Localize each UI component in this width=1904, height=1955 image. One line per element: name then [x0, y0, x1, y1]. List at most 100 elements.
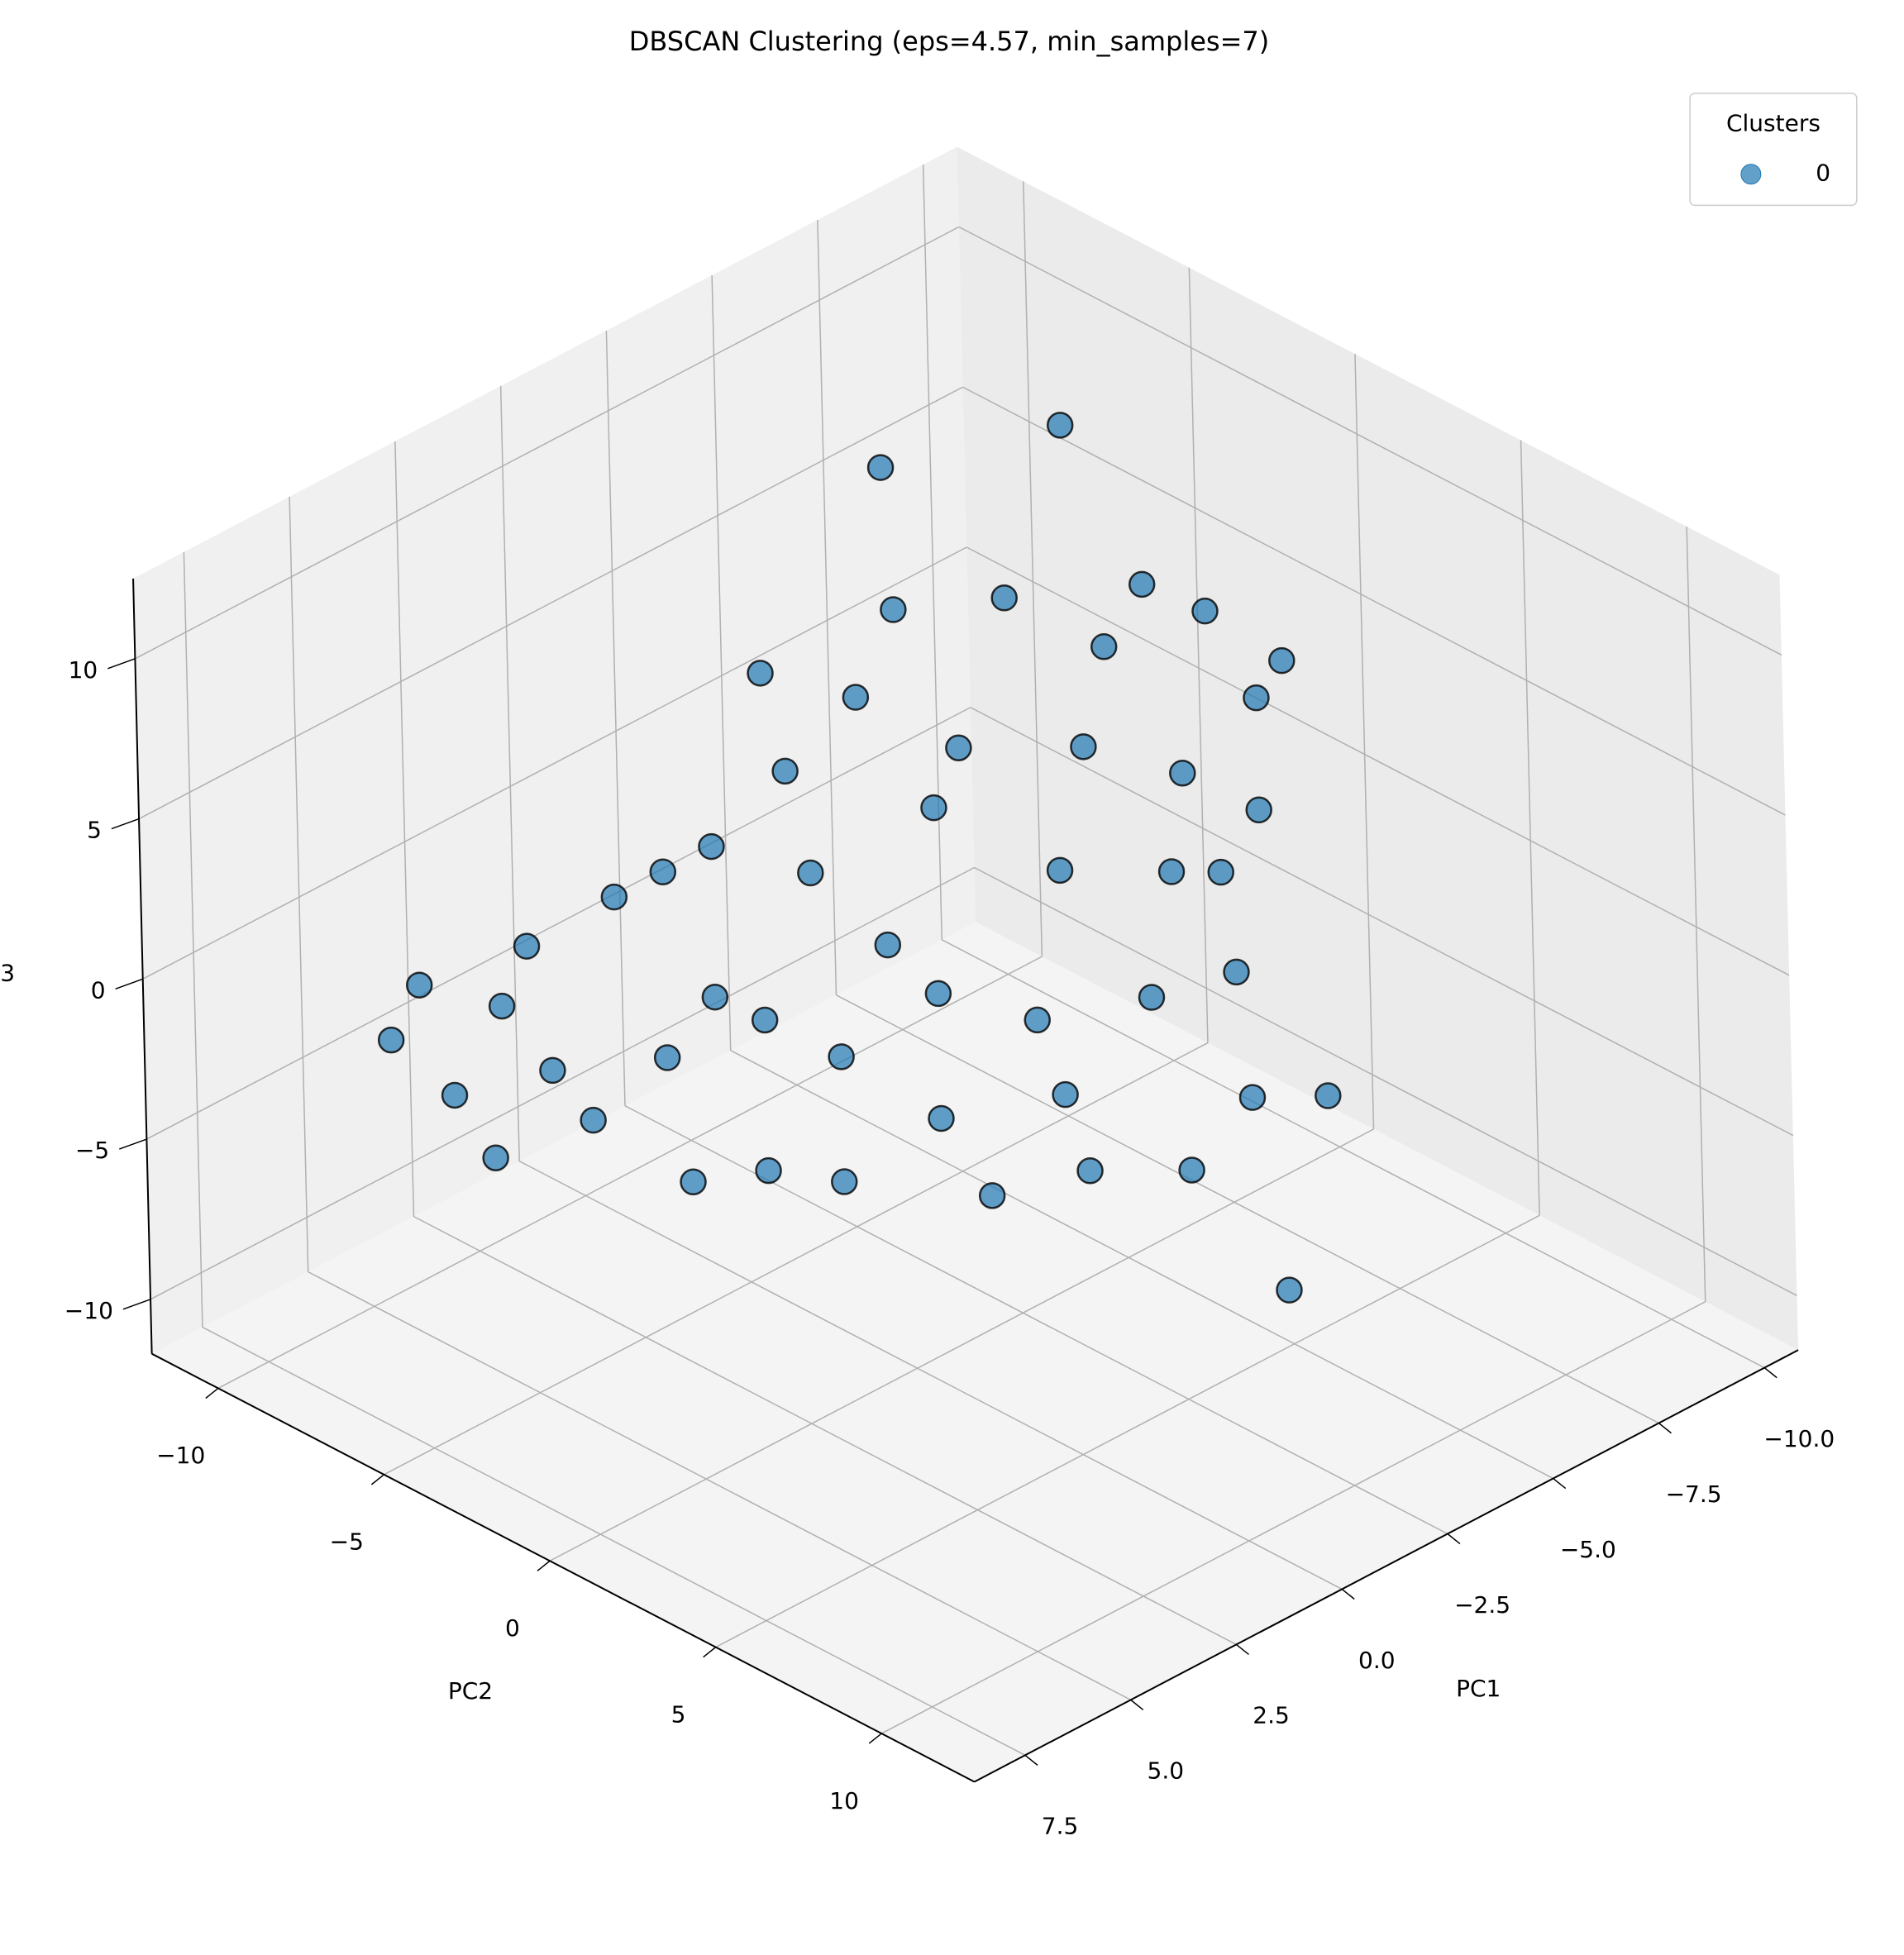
- point: [771, 757, 799, 785]
- tick-mark: [1024, 1754, 1038, 1766]
- point: [1207, 858, 1234, 886]
- z-tick-label: −5: [75, 1137, 109, 1164]
- point: [978, 1182, 1006, 1209]
- point: [1090, 633, 1118, 660]
- grid-line: [150, 866, 975, 1300]
- point: [653, 1044, 681, 1071]
- grid-line: [146, 707, 971, 1140]
- point: [1245, 796, 1272, 823]
- grid-line: [289, 496, 309, 1272]
- y-tick-label: 10: [829, 1787, 859, 1814]
- point: [866, 454, 895, 481]
- grid-line: [958, 226, 1782, 656]
- z-tick-label: 10: [69, 656, 98, 684]
- tick-mark: [115, 978, 143, 990]
- tick-mark: [1235, 1643, 1249, 1656]
- right-pane: [957, 146, 1799, 1351]
- y-tick-label: 0: [505, 1614, 520, 1642]
- point: [513, 932, 541, 960]
- point: [649, 858, 677, 885]
- grid-line: [1023, 181, 1043, 957]
- grid-line: [974, 866, 1797, 1296]
- tick-mark: [107, 658, 136, 670]
- point: [600, 883, 628, 911]
- x-tick-label: −5.0: [1560, 1536, 1616, 1563]
- axis-line: [151, 1352, 976, 1783]
- point: [928, 1104, 955, 1132]
- tick-mark: [205, 1387, 219, 1399]
- point: [1223, 958, 1250, 986]
- point: [880, 596, 907, 623]
- z-axis-label: PC3: [0, 960, 15, 987]
- point: [1024, 1006, 1051, 1034]
- tick-mark: [111, 818, 140, 830]
- point: [1052, 1080, 1079, 1109]
- grid-line: [183, 551, 203, 1328]
- point: [1178, 1156, 1205, 1184]
- legend-label: 0: [1816, 160, 1830, 187]
- legend-title: Clusters: [1726, 110, 1820, 137]
- grid-line: [605, 330, 626, 1106]
- grid-line: [384, 1042, 1209, 1476]
- point: [482, 1144, 509, 1171]
- point: [1276, 1276, 1303, 1304]
- x-tick-label: 0.0: [1358, 1647, 1396, 1674]
- grid-line: [962, 386, 1786, 816]
- grid-line: [142, 546, 967, 980]
- grid-line: [202, 1326, 1026, 1757]
- tick-mark: [537, 1560, 551, 1571]
- tick-mark: [119, 1138, 147, 1150]
- grid-line: [711, 274, 732, 1051]
- point: [1070, 733, 1097, 761]
- x-tick-label: −2.5: [1454, 1591, 1510, 1619]
- point: [580, 1106, 607, 1134]
- tick-mark: [1658, 1422, 1672, 1434]
- grid-line: [308, 1271, 1132, 1701]
- point: [920, 794, 947, 822]
- tick-mark: [1553, 1477, 1567, 1490]
- legend-marker: [1740, 164, 1762, 185]
- grid-line: [715, 1214, 1540, 1648]
- y-tick-label: −5: [330, 1528, 364, 1556]
- grid-line: [1354, 354, 1375, 1129]
- point: [828, 1043, 855, 1070]
- point: [842, 684, 870, 711]
- grid-line: [970, 707, 1794, 1137]
- tick-mark: [703, 1647, 717, 1658]
- point: [747, 660, 774, 687]
- grid-line: [966, 546, 1790, 976]
- floor-pane: [151, 922, 1799, 1782]
- grid-line: [1686, 526, 1706, 1302]
- grid-line: [135, 226, 960, 660]
- point: [755, 1156, 782, 1185]
- tick-mark: [1130, 1699, 1144, 1711]
- x-tick-label: −10.0: [1763, 1425, 1835, 1452]
- point: [698, 832, 725, 861]
- y-tick-label: 5: [671, 1700, 686, 1728]
- grid-line: [549, 1128, 1374, 1562]
- z-tick-label: 0: [91, 976, 106, 1004]
- grid-line: [730, 1050, 1554, 1480]
- point: [797, 859, 824, 887]
- point: [1138, 984, 1166, 1011]
- point: [488, 992, 516, 1020]
- grid-line: [499, 385, 520, 1161]
- grid-line: [817, 219, 837, 995]
- point: [701, 983, 729, 1011]
- point: [751, 1006, 779, 1034]
- point: [1046, 856, 1074, 885]
- point: [874, 931, 902, 959]
- point: [377, 1026, 405, 1054]
- tick-mark: [868, 1733, 882, 1744]
- tick-mark: [1763, 1367, 1778, 1379]
- grid-line: [1188, 267, 1209, 1043]
- grid-line: [413, 1215, 1237, 1646]
- point: [1315, 1082, 1342, 1109]
- tick-mark: [1341, 1588, 1355, 1600]
- z-tick-label: −10: [64, 1297, 113, 1324]
- panes: [133, 146, 1799, 1782]
- x-tick-label: −7.5: [1666, 1481, 1722, 1508]
- point: [405, 971, 433, 999]
- y-axis-label: PC2: [448, 1677, 493, 1705]
